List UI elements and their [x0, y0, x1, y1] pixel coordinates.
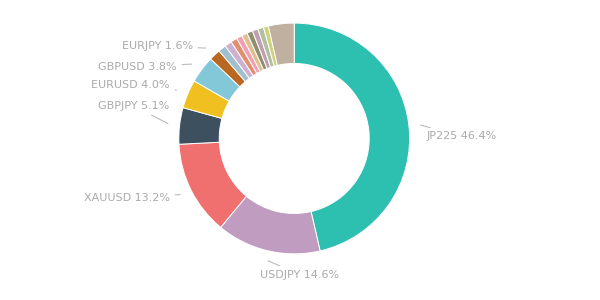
Text: EURUSD 4.0%: EURUSD 4.0% [91, 80, 176, 90]
Wedge shape [294, 23, 410, 251]
Text: XAUUSD 13.2%: XAUUSD 13.2% [83, 194, 180, 203]
Wedge shape [263, 26, 277, 66]
Wedge shape [247, 31, 267, 70]
Wedge shape [237, 36, 260, 74]
Wedge shape [225, 42, 253, 78]
Text: GBPJPY 5.1%: GBPJPY 5.1% [98, 101, 170, 124]
Wedge shape [179, 108, 222, 144]
Text: JP225 46.4%: JP225 46.4% [421, 125, 497, 141]
Wedge shape [268, 23, 294, 65]
Wedge shape [258, 27, 274, 67]
Wedge shape [194, 59, 240, 101]
Wedge shape [219, 46, 250, 82]
Text: EURJPY 1.6%: EURJPY 1.6% [122, 41, 206, 51]
Wedge shape [242, 33, 263, 72]
Wedge shape [179, 142, 247, 227]
Text: USDJPY 14.6%: USDJPY 14.6% [260, 261, 340, 280]
Wedge shape [211, 51, 245, 87]
Text: GBPUSD 3.8%: GBPUSD 3.8% [98, 62, 191, 72]
Wedge shape [231, 38, 257, 76]
Wedge shape [183, 81, 229, 118]
Wedge shape [221, 196, 320, 254]
Wedge shape [253, 29, 271, 69]
